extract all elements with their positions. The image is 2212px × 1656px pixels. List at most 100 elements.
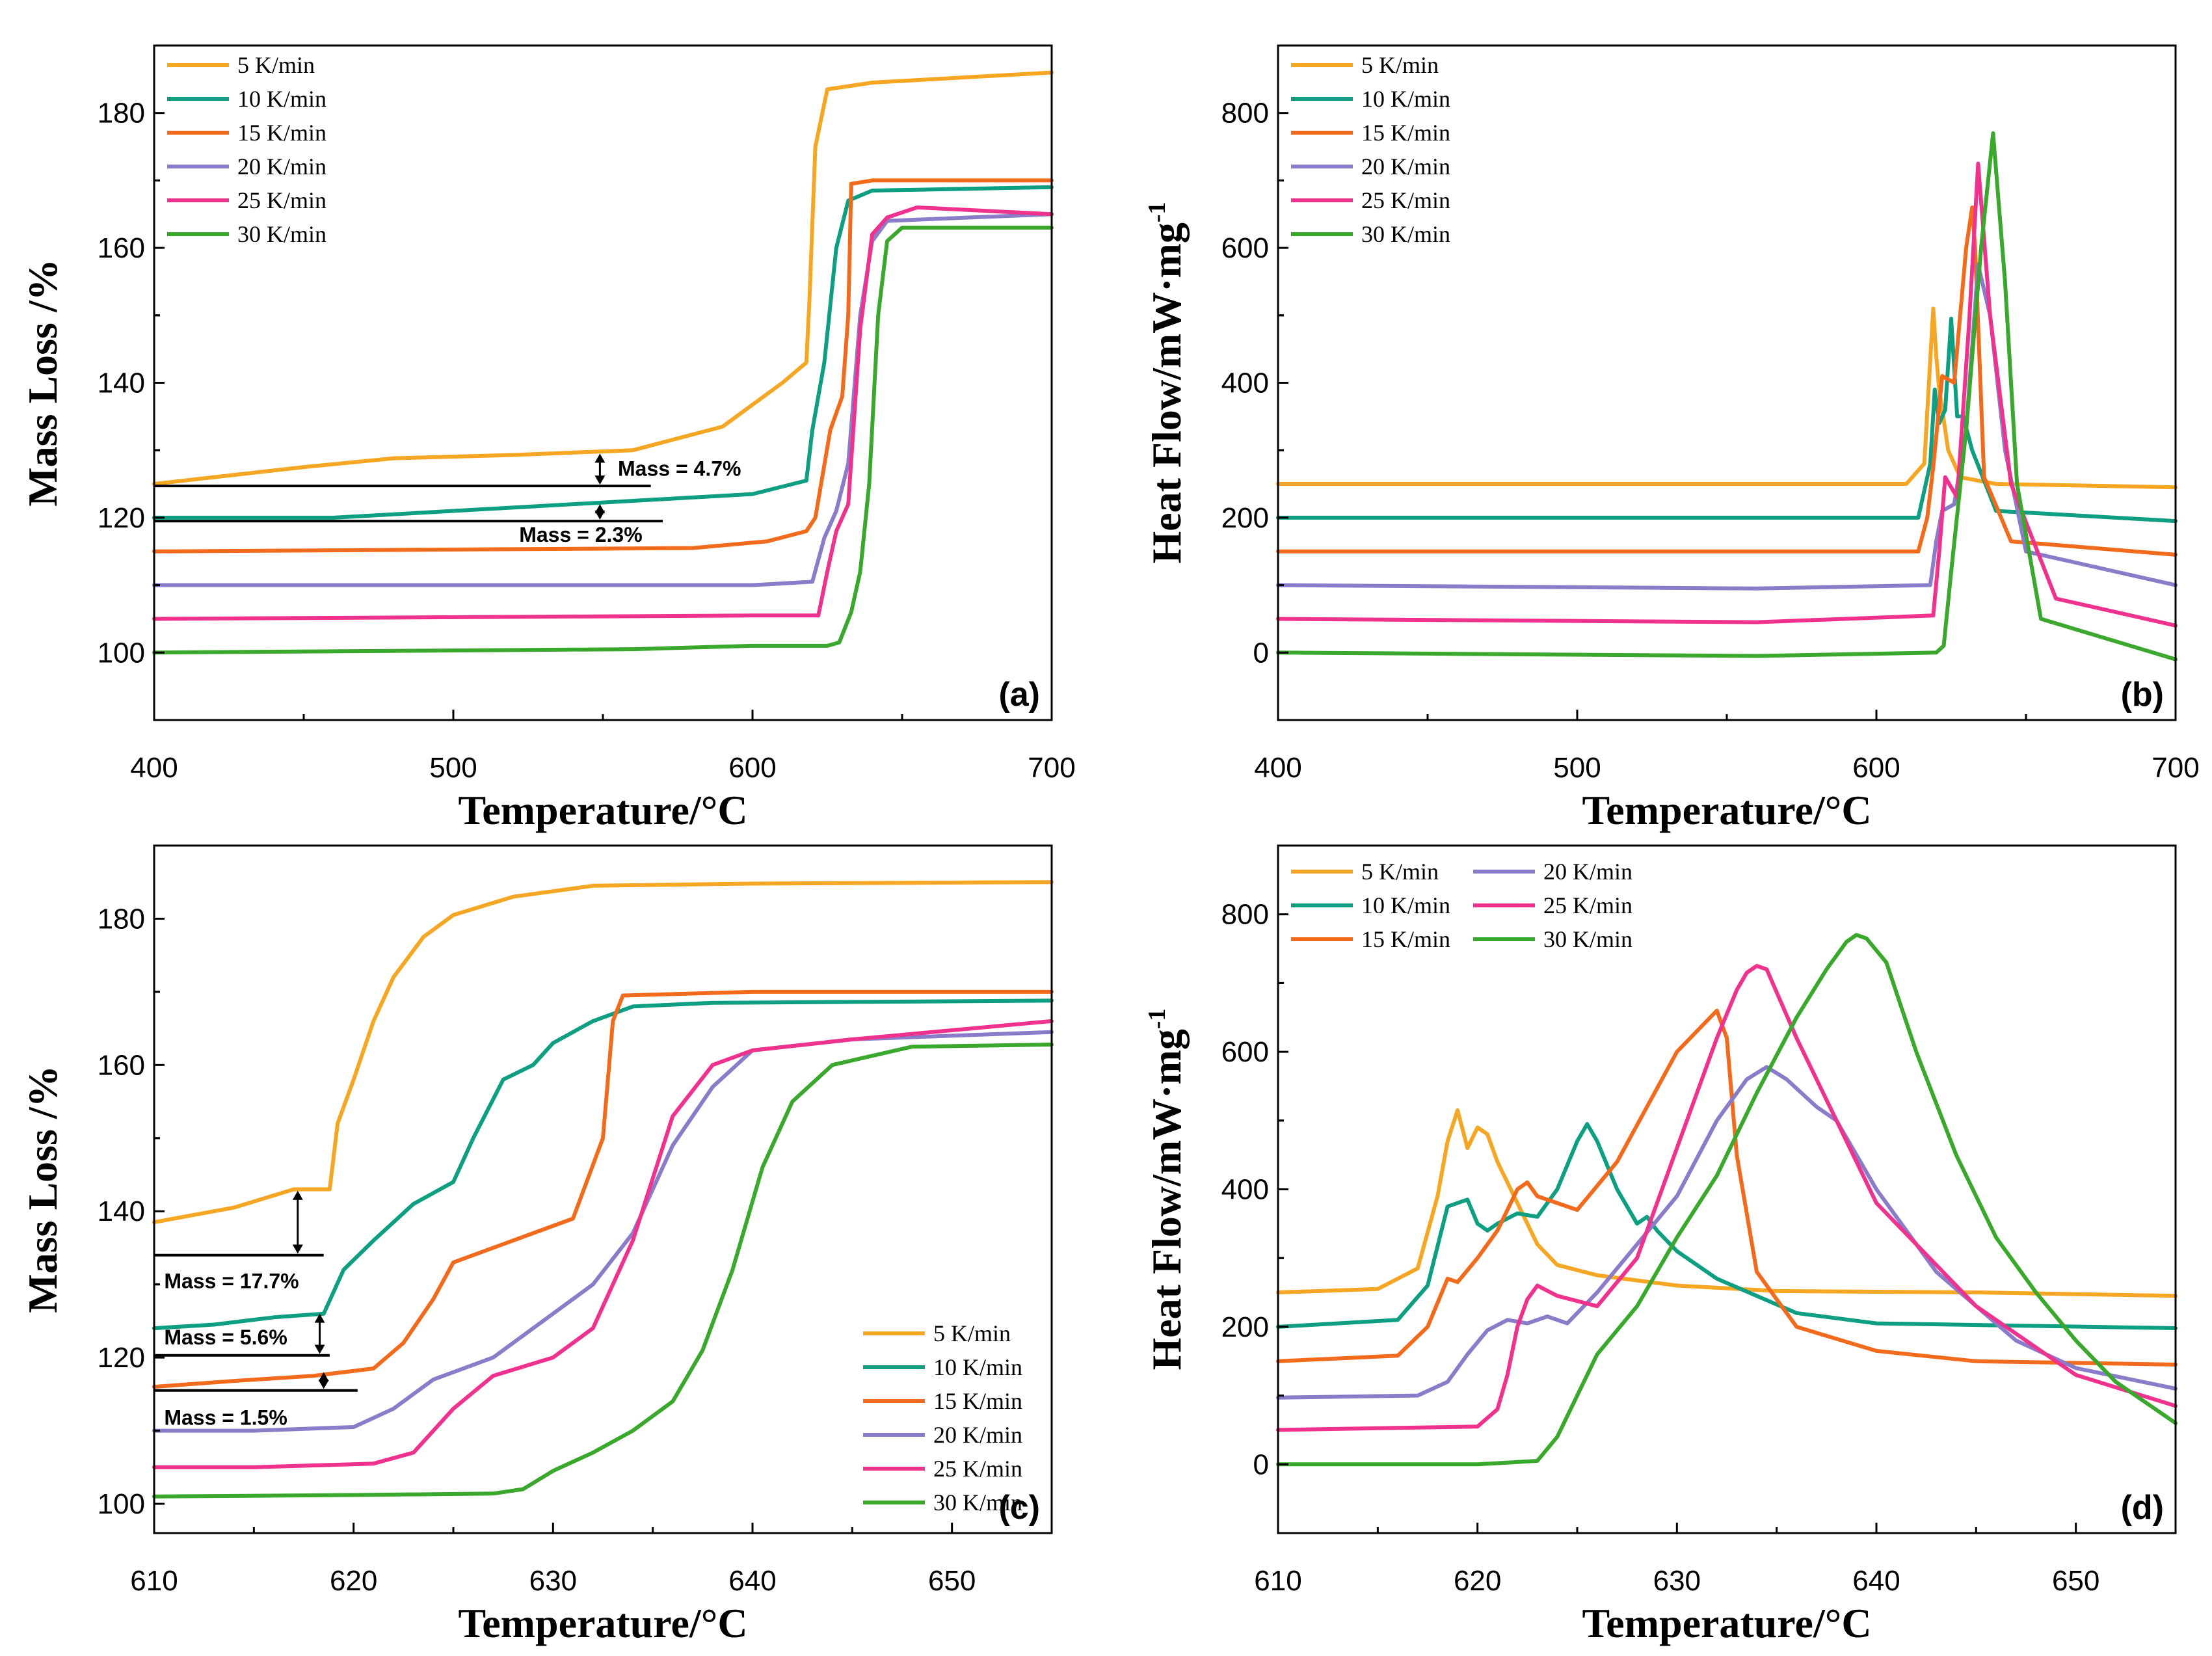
legend-label: 20 K/min [1361, 154, 1450, 180]
arrow-head [594, 511, 606, 520]
annotation-label: Mass = 17.7% [164, 1269, 299, 1292]
x-axis-title: Temperature/°C [458, 1600, 747, 1646]
legend-item: 25 K/min [1291, 187, 1450, 213]
legend-item: 20 K/min [1291, 154, 1450, 180]
arrow-head [318, 1380, 329, 1389]
y-tick-label: 0 [1253, 637, 1269, 669]
series-line-20kmin [1276, 263, 2178, 591]
arrow-head [314, 1313, 325, 1323]
panel-a: 400 500 600 700 100 120 140 160 180 Temperature/°… [20, 44, 1076, 833]
series-line-10kmin [1276, 317, 2178, 524]
legend-item: 10 K/min [1291, 86, 1450, 112]
y-tick-label: 200 [1221, 1311, 1269, 1343]
x-tick-label: 500 [429, 752, 477, 784]
legend-label: 10 K/min [1361, 86, 1450, 112]
legend-label: 25 K/min [933, 1456, 1022, 1482]
x-tick-label: 700 [1028, 752, 1075, 784]
annotations: Mass = 4.7% Mass = 2.3% [154, 453, 741, 546]
legend-item: 5 K/min [167, 52, 315, 78]
legend-item: 25 K/min [863, 1456, 1022, 1482]
y-tick-label: 160 [98, 232, 145, 264]
y-tick-label: 800 [1221, 899, 1269, 931]
y-tick-label: 100 [98, 1488, 145, 1520]
series-line-30kmin [152, 226, 1054, 655]
legend-item: 30 K/min [167, 221, 326, 247]
y-tick-label: 120 [98, 1342, 145, 1374]
legend-item: 30 K/min [1473, 926, 1632, 952]
legend-item: 15 K/min [863, 1388, 1022, 1414]
x-tick-label: 650 [2052, 1565, 2099, 1597]
x-tick-label: 640 [1852, 1565, 1900, 1597]
panel-label: (a) [998, 676, 1040, 714]
legend-item: 30 K/min [1291, 221, 1450, 247]
legend-label: 5 K/min [1361, 52, 1439, 78]
x-tick-label: 400 [1254, 752, 1301, 784]
legend-label: 20 K/min [933, 1422, 1022, 1448]
annotation-label: Mass = 4.7% [618, 457, 741, 481]
legend-label: 30 K/min [1543, 926, 1632, 952]
panel-b: 400 500 600 700 0 200 400 600 800 Temperature/°C H… [1143, 44, 2200, 833]
y-tick-label: 140 [98, 367, 145, 399]
y-tick-label: 0 [1253, 1449, 1269, 1480]
x-tick-label: 650 [928, 1565, 976, 1597]
series-line-5kmin [1276, 306, 2178, 490]
legend-item: 25 K/min [1473, 892, 1632, 918]
y-tick-label: 400 [1221, 367, 1269, 399]
legend-item: 25 K/min [167, 187, 326, 213]
legend-label: 10 K/min [237, 86, 326, 112]
legend-label: 30 K/min [237, 221, 326, 247]
y-tick-label: 120 [98, 502, 145, 534]
annotations: Mass = 17.7% Mass = 5.6% Mass = 1.5% [154, 1190, 358, 1430]
annotation-label: Mass = 5.6% [164, 1326, 287, 1349]
legend-item: 20 K/min [1473, 859, 1632, 885]
legend-label: 5 K/min [933, 1320, 1011, 1346]
legend-item: 5 K/min [1291, 859, 1439, 885]
x-tick-label: 640 [728, 1565, 776, 1597]
x-tick-label: 700 [2152, 752, 2199, 784]
annotation-label: Mass = 2.3% [519, 523, 642, 546]
legend-item: 20 K/min [167, 154, 326, 180]
arrow-head [318, 1372, 329, 1382]
series-line-15kmin [152, 178, 1054, 554]
legend-item: 15 K/min [167, 120, 326, 146]
legend-label: 5 K/min [1361, 859, 1439, 885]
legend-item: 10 K/min [167, 86, 326, 112]
legend-label: 25 K/min [237, 187, 326, 213]
legend-item: 5 K/min [863, 1320, 1011, 1346]
y-tick-label: 600 [1221, 1036, 1269, 1068]
legend-label: 25 K/min [1361, 187, 1450, 213]
x-tick-label: 610 [1254, 1565, 1301, 1597]
panel-d: 610 620 630 640 650 0 200 400 600 800 Temperature/… [1143, 844, 2178, 1646]
legend-item: 10 K/min [863, 1354, 1022, 1380]
panel-label: (d) [2121, 1489, 2164, 1527]
panel-c: 610 620 630 640 650 100 120 140 160 180 Temperatur… [20, 844, 1054, 1646]
y-axis-title: Mass Loss /% [20, 259, 66, 507]
legend-label: 5 K/min [237, 52, 315, 78]
x-axis-title: Temperature/°C [1582, 787, 1871, 833]
legend-label: 30 K/min [1361, 221, 1450, 247]
legend-label: 20 K/min [1543, 859, 1632, 885]
series-line-30kmin [1276, 933, 2178, 1467]
x-tick-label: 620 [1454, 1565, 1501, 1597]
panel-label: (c) [998, 1489, 1040, 1527]
arrow-head [314, 1344, 325, 1354]
legend-item: 15 K/min [1291, 120, 1450, 146]
plot-frame [153, 844, 1053, 1534]
x-tick-label: 600 [1852, 752, 1900, 784]
x-tick-label: 630 [529, 1565, 577, 1597]
y-tick-label: 600 [1221, 232, 1269, 264]
arrow-head [292, 1190, 303, 1200]
arrow-head [594, 453, 606, 463]
x-tick-label: 630 [1653, 1565, 1701, 1597]
series-line-5kmin [1276, 1108, 2178, 1298]
y-tick-label: 200 [1221, 502, 1269, 534]
series-line-25kmin [152, 1019, 1054, 1469]
y-axis-title: Heat Flow/mW·mg-1 [1143, 202, 1190, 564]
series-line-15kmin [1276, 205, 2178, 557]
series-line-15kmin [1276, 1008, 2178, 1367]
series-line-30kmin [1276, 131, 2178, 661]
y-tick-label: 180 [98, 98, 145, 129]
y-axis-title: Mass Loss /% [20, 1065, 66, 1313]
panel-label: (b) [2121, 676, 2164, 714]
x-tick-label: 400 [130, 752, 178, 784]
